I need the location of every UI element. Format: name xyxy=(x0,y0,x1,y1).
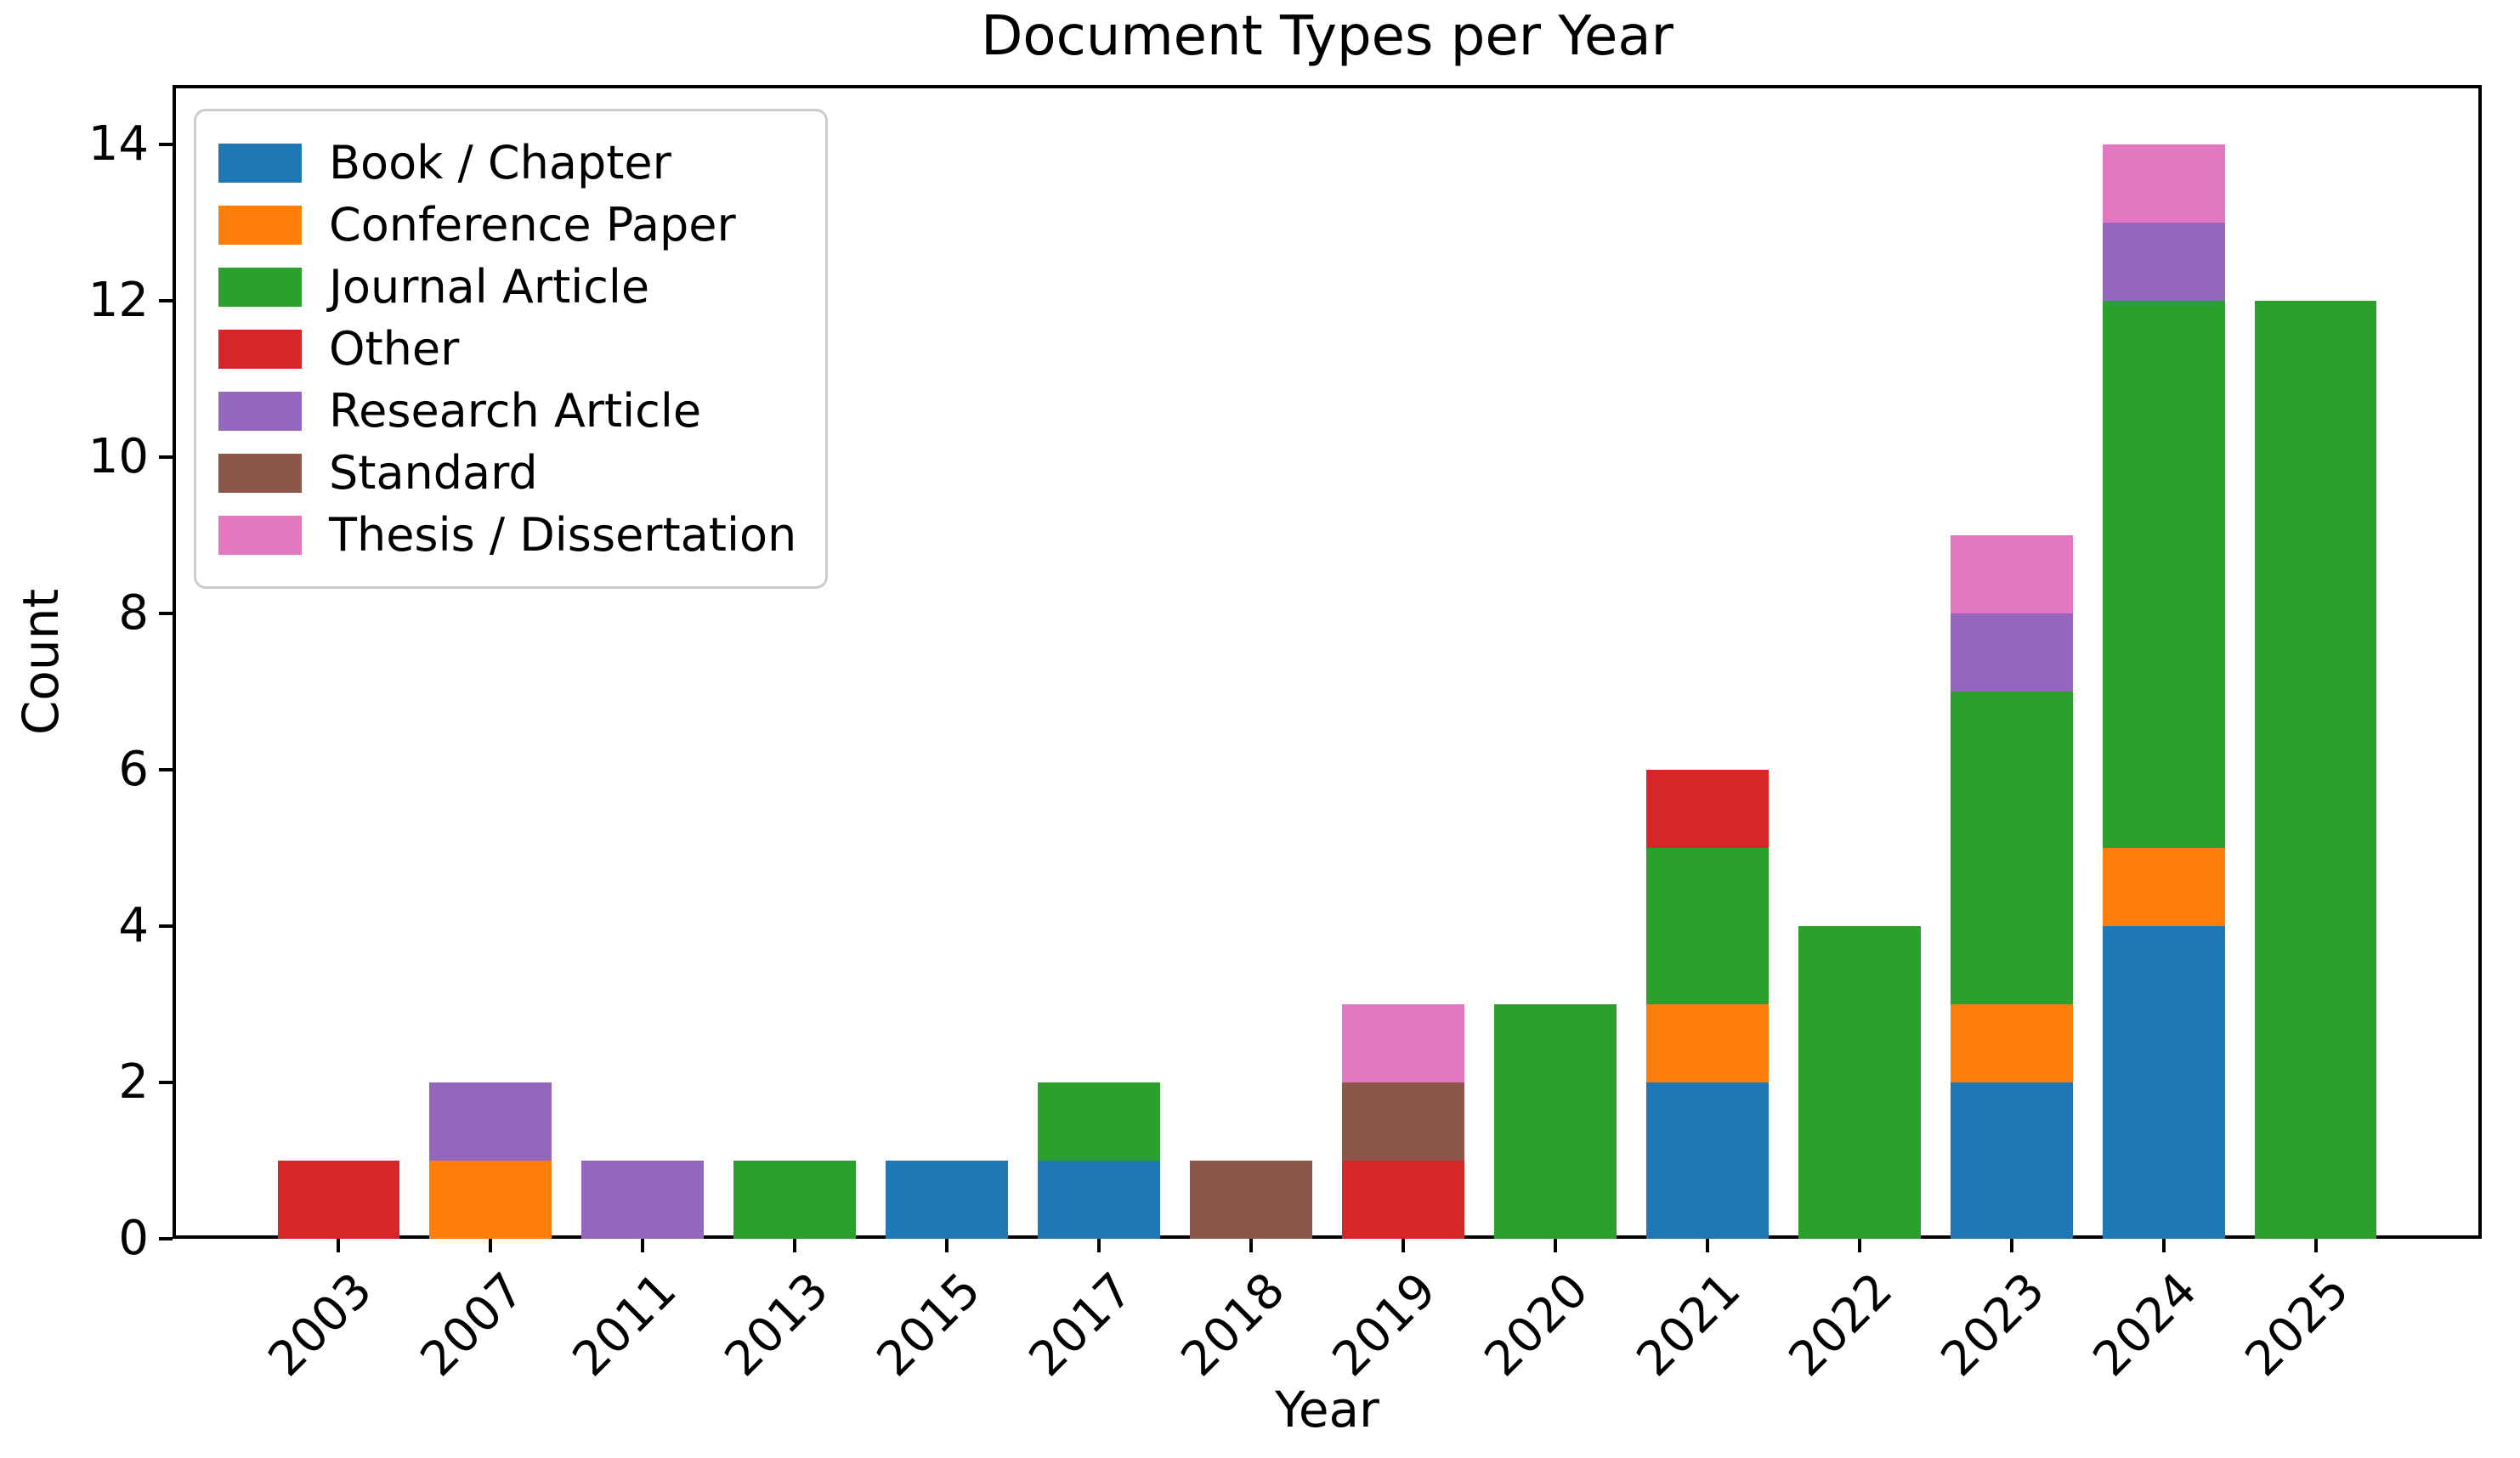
legend: Book / Chapter Conference Paper Journal Ar… xyxy=(194,109,829,589)
legend-swatch-other xyxy=(218,329,302,369)
x-tick-label: 2003 xyxy=(258,1262,382,1387)
legend-item: Standard xyxy=(218,442,796,504)
bar-segment-research-article-2023 xyxy=(1951,613,2073,692)
legend-swatch-research-article xyxy=(218,391,302,431)
legend-item: Other xyxy=(218,318,796,380)
y-tick-mark xyxy=(159,455,173,459)
y-tick-label: 2 xyxy=(118,1054,149,1110)
y-axis-label: Count xyxy=(12,588,70,736)
y-tick-label: 6 xyxy=(118,741,149,797)
x-tick-label: 2015 xyxy=(866,1262,991,1387)
bar-segment-other-2003 xyxy=(277,1160,399,1239)
y-tick-label: 0 xyxy=(118,1211,149,1266)
bar-segment-book-chapter-2023 xyxy=(1951,1082,2073,1239)
x-tick-mark xyxy=(945,1239,949,1252)
x-tick-mark xyxy=(1401,1239,1405,1252)
legend-swatch-journal-article xyxy=(218,267,302,307)
legend-label: Standard xyxy=(329,446,538,500)
y-tick-mark xyxy=(159,767,173,771)
bar-segment-book-chapter-2017 xyxy=(1038,1160,1160,1239)
legend-label: Conference Paper xyxy=(329,198,736,251)
y-tick-label: 10 xyxy=(88,428,149,484)
x-tick-mark xyxy=(489,1239,493,1252)
y-tick-label: 12 xyxy=(88,272,149,328)
legend-label: Journal Article xyxy=(329,260,650,314)
bar-segment-thesis-dissertation-2023 xyxy=(1951,534,2073,613)
legend-swatch-conference-paper xyxy=(218,205,302,245)
x-tick-label: 2011 xyxy=(562,1262,687,1387)
bar-segment-conference-paper-2023 xyxy=(1951,1003,2073,1082)
bar-segment-thesis-dissertation-2024 xyxy=(2103,144,2225,223)
legend-swatch-book-chapter xyxy=(218,143,302,183)
bar-segment-standard-2018 xyxy=(1190,1160,1312,1239)
legend-label: Thesis / Dissertation xyxy=(329,508,797,562)
legend-item: Book / Chapter xyxy=(218,132,796,194)
bar-segment-other-2019 xyxy=(1342,1160,1464,1239)
bar-segment-research-article-2024 xyxy=(2103,222,2225,301)
bar-segment-conference-paper-2021 xyxy=(1646,1003,1769,1082)
x-tick-label: 2022 xyxy=(1779,1262,1904,1387)
legend-label: Book / Chapter xyxy=(329,136,671,189)
x-tick-mark xyxy=(1705,1239,1709,1252)
bar-segment-journal-article-2025 xyxy=(2255,300,2377,1239)
bar-segment-book-chapter-2024 xyxy=(2103,925,2225,1239)
x-tick-mark xyxy=(1097,1239,1101,1252)
bar-segment-journal-article-2024 xyxy=(2103,300,2225,848)
x-tick-label: 2021 xyxy=(1627,1262,1752,1387)
legend-swatch-thesis-dissertation xyxy=(218,515,302,555)
x-tick-label: 2025 xyxy=(2235,1262,2360,1387)
x-tick-label: 2023 xyxy=(1931,1262,2056,1387)
y-tick-mark xyxy=(159,142,173,146)
bar-segment-journal-article-2020 xyxy=(1494,1003,1617,1239)
bar-segment-book-chapter-2021 xyxy=(1646,1082,1769,1239)
legend-swatch-standard xyxy=(218,453,302,493)
y-tick-mark xyxy=(159,1080,173,1084)
bar-segment-conference-paper-2024 xyxy=(2103,847,2225,926)
bar-segment-journal-article-2022 xyxy=(1798,925,1921,1239)
x-tick-mark xyxy=(641,1239,645,1252)
x-tick-label: 2019 xyxy=(1322,1262,1447,1387)
chart-title: Document Types per Year xyxy=(981,5,1673,68)
bar-segment-conference-paper-2007 xyxy=(429,1160,552,1239)
y-tick-mark xyxy=(159,924,173,928)
x-tick-mark xyxy=(1249,1239,1253,1252)
x-tick-label: 2024 xyxy=(2083,1262,2208,1387)
y-tick-label: 4 xyxy=(118,897,149,953)
bar-segment-research-article-2011 xyxy=(581,1160,704,1239)
legend-item: Thesis / Dissertation xyxy=(218,504,796,566)
x-tick-mark xyxy=(2313,1239,2318,1252)
x-axis-label: Year xyxy=(1275,1381,1379,1438)
bar-segment-journal-article-2021 xyxy=(1646,847,1769,1004)
x-tick-label: 2013 xyxy=(714,1262,839,1387)
x-tick-mark xyxy=(2161,1239,2166,1252)
legend-item: Research Article xyxy=(218,380,796,442)
x-tick-mark xyxy=(1553,1239,1557,1252)
x-tick-label: 2020 xyxy=(1475,1262,1600,1387)
y-tick-mark xyxy=(159,611,173,615)
x-tick-label: 2018 xyxy=(1170,1262,1295,1387)
y-tick-label: 8 xyxy=(118,585,149,641)
x-tick-mark xyxy=(337,1239,341,1252)
bar-segment-journal-article-2017 xyxy=(1038,1082,1160,1161)
bar-segment-thesis-dissertation-2019 xyxy=(1342,1003,1464,1082)
x-tick-label: 2017 xyxy=(1018,1262,1143,1387)
y-tick-label: 14 xyxy=(88,116,149,172)
x-tick-mark xyxy=(1857,1239,1861,1252)
x-tick-label: 2007 xyxy=(410,1262,535,1387)
y-tick-mark xyxy=(159,1237,173,1240)
bar-segment-journal-article-2013 xyxy=(733,1160,856,1239)
bar-segment-standard-2019 xyxy=(1342,1082,1464,1161)
legend-item: Conference Paper xyxy=(218,194,796,256)
bar-segment-book-chapter-2015 xyxy=(886,1160,1008,1239)
y-tick-mark xyxy=(159,298,173,302)
bar-segment-journal-article-2023 xyxy=(1951,691,2073,1004)
bar-segment-other-2021 xyxy=(1646,769,1769,848)
legend-label: Other xyxy=(329,322,460,376)
x-tick-mark xyxy=(2009,1239,2013,1252)
bar-segment-research-article-2007 xyxy=(429,1082,552,1161)
legend-item: Journal Article xyxy=(218,256,796,318)
legend-label: Research Article xyxy=(329,384,702,438)
x-tick-mark xyxy=(793,1239,797,1252)
